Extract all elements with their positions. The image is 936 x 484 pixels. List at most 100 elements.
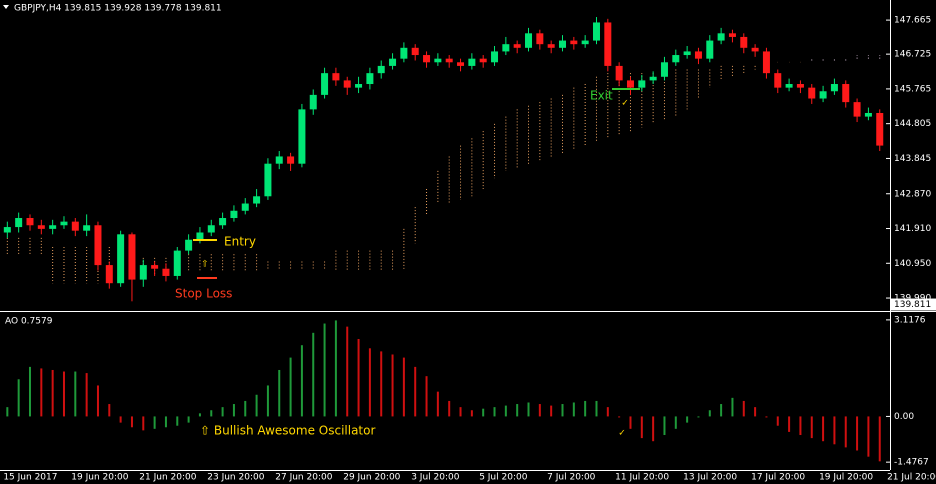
ao-bar (810, 416, 813, 439)
ao-bar (516, 404, 519, 417)
candle-body (717, 33, 725, 41)
x-tick-label: 27 Jun 20:00 (275, 473, 332, 483)
candle-body (264, 163, 272, 197)
x-tick-label: 19 Jun 20:00 (71, 473, 128, 483)
ao-bar (232, 404, 235, 417)
candle-body (275, 156, 283, 164)
candle-body (253, 196, 261, 204)
candle-body (491, 51, 499, 63)
ao-bar (289, 357, 292, 417)
exit-label: Exit (590, 89, 613, 103)
x-tick-label: 29 Jun 20:00 (343, 473, 400, 483)
ao-bar (640, 416, 643, 439)
candle-body (660, 62, 668, 77)
candle-body (3, 227, 11, 233)
candle-body (366, 73, 374, 85)
candle-body (151, 265, 159, 269)
candle-body (105, 265, 113, 284)
candle-body (287, 156, 295, 164)
ao-bar (788, 416, 791, 432)
y-tick-label: 147.665 (894, 16, 931, 26)
candle-body (581, 40, 589, 45)
ao-bar (312, 332, 315, 417)
ao-bar (470, 410, 473, 417)
candle-body (615, 65, 623, 81)
candle-body (230, 210, 238, 219)
candle-body (37, 225, 45, 229)
x-tick-label: 19 Jul 20:00 (819, 473, 873, 483)
ao-bar (346, 326, 349, 417)
x-tick-label: 13 Jul 20:00 (683, 473, 737, 483)
ao-bar (856, 416, 859, 451)
candle-body (196, 232, 204, 240)
y-tick-label: -1.4767 (894, 458, 929, 468)
ao-bar (448, 400, 451, 417)
ao-bar (108, 404, 111, 417)
ao-bar (686, 416, 689, 423)
candle-body (173, 250, 181, 276)
ao-bar (482, 408, 485, 417)
x-tick-label: 21 Jun 20:00 (139, 473, 196, 483)
candle-body (400, 47, 408, 59)
ao-bar (527, 402, 530, 417)
candle-body (785, 84, 793, 88)
candle-body (468, 58, 476, 66)
header-marker (3, 5, 9, 9)
marks: 147.665 146.725 145.765 144.805 143.845 142.8… (3, 16, 936, 483)
y-tick-label: 141.910 (894, 224, 931, 234)
candle-body (570, 40, 578, 45)
ao-bar (300, 345, 303, 417)
candle-body (139, 265, 147, 280)
candle-body (219, 218, 227, 226)
ao-bar (436, 391, 439, 417)
ao-bar (164, 416, 167, 428)
ao-bar (210, 410, 213, 417)
candle-body (332, 73, 340, 81)
candle-body (355, 84, 363, 88)
ao-bar (799, 416, 802, 436)
y-tick-label: 142.870 (894, 189, 931, 199)
candle-body (445, 58, 453, 63)
ao-bar (368, 348, 371, 417)
x-tick-label: 23 Jun 20:00 (207, 473, 264, 483)
y-tick-label: 144.805 (894, 119, 931, 129)
candle-body (740, 36, 748, 48)
ao-bar (606, 407, 609, 417)
ao-bar (85, 373, 88, 417)
x-tick-label: 7 Jul 20:00 (547, 473, 596, 483)
ao-bar (731, 397, 734, 417)
ao-bar (187, 416, 190, 423)
candle-body (592, 22, 600, 41)
ao-bar (459, 407, 462, 417)
ao-bar (198, 413, 201, 417)
stop-loss-label: Stop Loss (175, 287, 232, 301)
ao-bar (244, 400, 247, 417)
ao-bar (652, 416, 655, 442)
candle-body (423, 55, 431, 63)
ao-bar (17, 379, 20, 417)
ao-bar (255, 394, 258, 417)
candle-body (185, 239, 193, 251)
candle-body (876, 112, 884, 146)
candle-body (49, 225, 57, 229)
candle-body (83, 225, 91, 231)
candle-body (377, 65, 385, 74)
ao-bar (142, 416, 145, 431)
ao-bar (765, 416, 768, 418)
candle-body (547, 44, 555, 48)
x-tick-label: 3 Jul 20:00 (411, 473, 460, 483)
last-price-label: 139.811 (894, 300, 931, 310)
ao-title: AO 0.7579 (5, 317, 53, 327)
ao-bar (153, 416, 156, 429)
ao-bar (697, 416, 700, 418)
candle-body (117, 234, 125, 284)
candle-body (60, 221, 68, 226)
ao-bar (867, 416, 870, 457)
candle-body (808, 87, 816, 99)
candle-body (15, 218, 23, 228)
ao-bar (425, 376, 428, 417)
candle-body (343, 80, 351, 88)
x-tick-label: 15 Jun 2017 (3, 473, 57, 483)
